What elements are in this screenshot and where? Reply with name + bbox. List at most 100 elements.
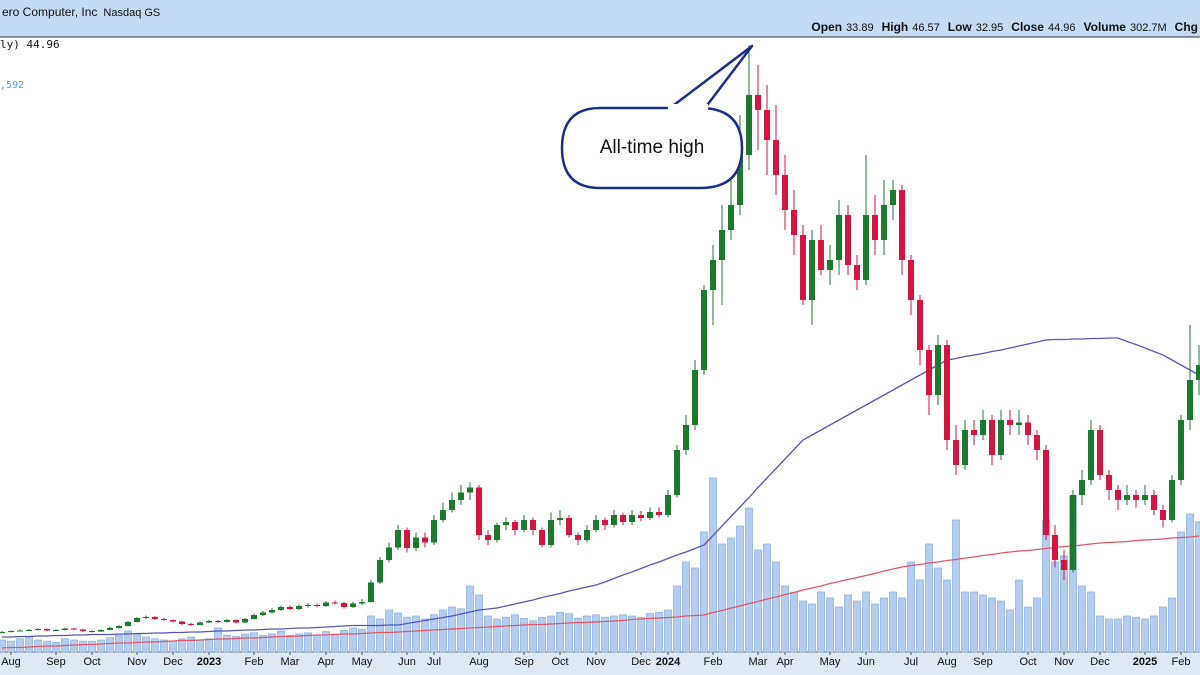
candle-body xyxy=(548,520,554,545)
quote-name: Close xyxy=(1011,20,1044,34)
volume-bar xyxy=(889,591,897,653)
candle-body xyxy=(1052,535,1058,560)
x-tick-label: 2024 xyxy=(656,656,681,668)
candle-body xyxy=(1079,480,1085,495)
candle-body xyxy=(1088,430,1094,480)
volume-bar xyxy=(7,640,15,653)
candle-body xyxy=(251,615,257,619)
study-label: ,592 xyxy=(0,80,24,91)
volume-bar xyxy=(331,633,339,653)
quote-value: 32.95 xyxy=(976,22,1004,34)
candle-body xyxy=(395,530,401,548)
volume-bar xyxy=(817,591,825,653)
volume-bar xyxy=(610,615,618,653)
volume-bar xyxy=(88,640,96,653)
volume-bar xyxy=(178,638,186,653)
volume-bar xyxy=(151,638,159,653)
volume-bar xyxy=(1132,616,1140,653)
candle-body xyxy=(413,537,419,548)
moving-average-line xyxy=(2,337,1200,638)
candle-body xyxy=(836,215,842,260)
candle-body xyxy=(1178,420,1184,480)
candle-body xyxy=(944,345,950,440)
candle-body xyxy=(1196,365,1200,380)
volume-bar xyxy=(349,627,357,653)
volume-bar xyxy=(934,567,942,653)
volume-bar xyxy=(916,579,924,653)
volume-bar xyxy=(574,618,582,653)
candle-body xyxy=(494,525,500,540)
quote-name: Volume xyxy=(1084,20,1127,34)
volume-bar xyxy=(16,638,24,653)
candle-body xyxy=(701,290,707,370)
x-tick-label: Jul xyxy=(427,656,441,668)
volume-bar xyxy=(52,642,60,653)
volume-bar xyxy=(871,603,879,653)
volume-bar xyxy=(97,639,105,653)
volume-bar xyxy=(160,639,168,653)
volume-bar xyxy=(466,585,474,653)
x-tick-label: Apr xyxy=(317,656,334,668)
volume-bar xyxy=(169,640,177,653)
annotation-text: All-time high xyxy=(600,137,705,158)
candle-body xyxy=(107,628,113,630)
candle-body xyxy=(971,430,977,435)
volume-bar xyxy=(403,616,411,653)
candle-body xyxy=(530,520,536,530)
volume-bar xyxy=(1105,618,1113,653)
x-tick-label: Apr xyxy=(776,656,793,668)
volume-bar xyxy=(1150,615,1158,653)
volume-bar xyxy=(844,594,852,653)
candle-body xyxy=(269,610,275,613)
volume-bar xyxy=(925,543,933,653)
candle-body xyxy=(98,630,104,632)
volume-bar xyxy=(286,634,294,653)
volume-bar xyxy=(1168,597,1176,653)
candle-body xyxy=(422,537,428,543)
candle-body xyxy=(1169,480,1175,520)
volume-bar xyxy=(1006,609,1014,653)
volume-bar xyxy=(556,612,564,653)
candle-body xyxy=(503,522,509,525)
candle-body xyxy=(44,629,50,631)
volume-bar xyxy=(1033,597,1041,653)
candle-body xyxy=(476,487,482,535)
candle-body xyxy=(1043,450,1049,535)
candle-body xyxy=(89,631,95,632)
candle-body xyxy=(854,265,860,280)
volume-bar xyxy=(538,616,546,653)
x-tick-label: Nov xyxy=(127,656,147,668)
volume-bar xyxy=(493,618,501,653)
quote-name: High xyxy=(882,20,909,34)
volume-bar xyxy=(1087,591,1095,653)
volume-bar xyxy=(979,594,987,653)
candle-body xyxy=(287,607,293,609)
x-tick-label: Nov xyxy=(586,656,606,668)
candle-body xyxy=(1025,422,1031,435)
candle-body xyxy=(593,520,599,530)
candle-body xyxy=(386,547,392,560)
candle-body xyxy=(1133,495,1139,500)
candle-body xyxy=(746,95,752,155)
callout-bubble xyxy=(560,44,754,190)
candle-body xyxy=(539,530,545,545)
title-text: ero Computer, Inc xyxy=(2,5,97,19)
volume-bar xyxy=(862,591,870,653)
candle-body xyxy=(143,617,149,618)
volume-bar xyxy=(628,615,636,653)
ma-layer xyxy=(1,337,1200,649)
candle-body xyxy=(935,345,941,395)
candle-body xyxy=(116,626,122,628)
candle-body xyxy=(8,631,14,632)
quote-value: 33.89 xyxy=(846,22,874,34)
volume-bar xyxy=(0,639,6,653)
volume-bar xyxy=(673,585,681,653)
candle-body xyxy=(1151,495,1157,510)
quote-value: 302.7M xyxy=(1130,22,1167,34)
volume-bar xyxy=(70,639,78,653)
candle-body xyxy=(719,230,725,260)
volume-bar xyxy=(529,620,537,653)
volume-bar xyxy=(511,614,519,653)
candle-body xyxy=(242,619,248,623)
